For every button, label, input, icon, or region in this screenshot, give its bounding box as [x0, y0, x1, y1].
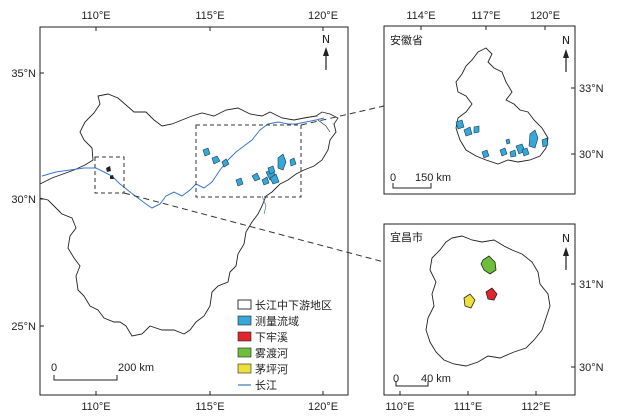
yichang-bottom-tick-110: 110°E — [385, 401, 414, 413]
svg-text:下牢溪: 下牢溪 — [255, 330, 288, 344]
anhui-top-tick-117: 117°E — [471, 10, 500, 22]
main-top-tick-115: 115°E — [195, 10, 224, 22]
yichang-leader-line — [123, 192, 385, 263]
anhui-top-tick-114: 114°E — [406, 10, 435, 22]
yichang-city-outline — [425, 235, 551, 367]
anhui-measured-basins — [455, 119, 549, 159]
svg-text:长江: 长江 — [255, 379, 277, 392]
yichang-scale-zero: 0 — [393, 373, 399, 385]
main-left-tick-25: 25°N — [11, 321, 36, 333]
main-left-tick-35: 35°N — [11, 68, 36, 80]
svg-text:茅坪河: 茅坪河 — [255, 363, 288, 376]
estuary-inner-line — [317, 119, 331, 133]
anhui-top-tick-120: 120°E — [530, 10, 560, 22]
yichang-bottom-tick-112: 112°E — [521, 401, 550, 413]
main-scale-zero: 0 — [51, 362, 57, 374]
yangtze-region-outline — [39, 93, 337, 337]
main-map: 110°E 115°E 120°E 110°E 115°E 120°E 35°N… — [11, 10, 385, 413]
legend-item-maopinghe: 茅坪河 — [237, 363, 288, 376]
anhui-scale-bar — [392, 183, 432, 189]
svg-text:测量流域: 测量流域 — [255, 314, 299, 328]
main-bottom-tick-110: 110°E — [81, 401, 110, 413]
anhui-inset-title: 安徽省 — [390, 33, 423, 47]
yichang-scale-label: 40 km — [421, 373, 451, 385]
anhui-extent-box — [195, 124, 302, 198]
yichang-north-arrow-icon — [563, 247, 569, 270]
main-map-ticks — [40, 27, 324, 395]
estuary-outline — [315, 111, 339, 125]
main-top-tick-120: 120°E — [308, 10, 338, 22]
svg-text:雾渡河: 雾渡河 — [255, 346, 288, 360]
anhui-scale-zero: 0 — [390, 172, 396, 184]
yichang-right-tick-31: 31°N — [579, 279, 604, 291]
yangtze-river — [41, 117, 325, 209]
basin-xialaoxi — [485, 287, 498, 301]
anhui-right-tick-33: 33°N — [579, 83, 604, 95]
main-left-tick-30: 30°N — [11, 194, 36, 206]
basin-wuduhe — [480, 255, 497, 275]
main-north-label: N — [322, 33, 330, 46]
anhui-north-label: N — [562, 34, 570, 47]
yichang-inset-title: 宜昌市 — [390, 230, 423, 244]
anhui-scale-label: 150 km — [415, 172, 451, 184]
main-scale-label: 200 km — [118, 362, 154, 374]
legend: 长江中下游地区 测量流域 下牢溪 雾渡河 茅坪河 长江 — [237, 299, 332, 392]
main-yichang-basin-2 — [110, 175, 114, 179]
main-bottom-tick-115: 115°E — [195, 401, 224, 413]
main-yichang-basins — [106, 166, 111, 172]
main-measured-basins — [202, 147, 297, 187]
main-top-tick-110: 110°E — [81, 10, 110, 22]
yichang-scale-bar — [395, 381, 429, 387]
yichang-inset: 110°E 111°E 112°E 31°N 30°N 宜昌市 N 0 40 k… — [383, 223, 604, 413]
yichang-extent-box — [94, 156, 125, 194]
anhui-province-outline — [455, 47, 549, 165]
legend-item-region: 长江中下游地区 — [237, 299, 332, 312]
main-bottom-tick-120: 120°E — [308, 401, 338, 413]
yichang-north-label: N — [562, 232, 570, 245]
yichang-bottom-tick-111: 111°E — [454, 401, 482, 413]
legend-item-wuduhe: 雾渡河 — [237, 346, 288, 360]
legend-item-yangtze: 长江 — [238, 379, 277, 392]
anhui-leader-line — [300, 105, 385, 126]
tributary-line — [261, 195, 267, 215]
main-north-arrow-icon — [323, 47, 329, 70]
svg-text:长江中下游地区: 长江中下游地区 — [255, 299, 332, 312]
anhui-inset: 114°E 117°E 120°E 33°N 30°N 安徽省 N 0 150 … — [383, 10, 604, 195]
legend-item-measured-basin: 测量流域 — [237, 314, 299, 328]
anhui-north-arrow-icon — [563, 49, 569, 72]
legend-item-xialaoxi: 下牢溪 — [237, 330, 288, 344]
yichang-right-tick-30: 30°N — [579, 362, 604, 374]
main-scale-bar — [53, 375, 118, 381]
anhui-right-tick-30: 30°N — [579, 149, 604, 161]
basin-maopinghe — [463, 293, 476, 309]
